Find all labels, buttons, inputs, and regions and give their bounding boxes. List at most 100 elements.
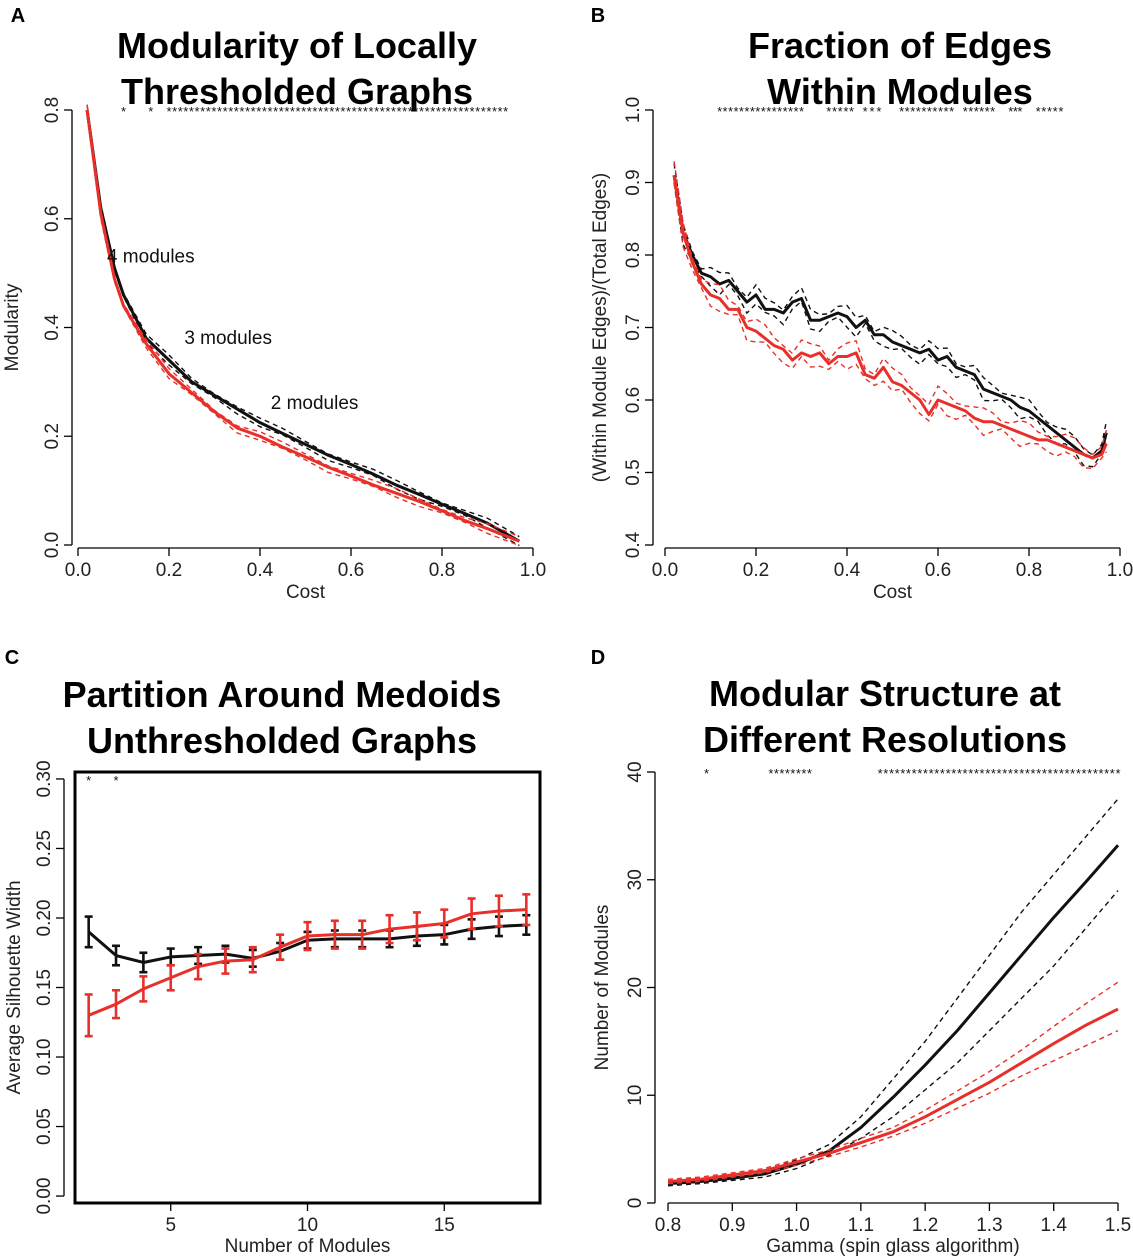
data-point-red [837,355,839,357]
data-point-black [800,297,802,299]
data-point-red [737,308,739,310]
y-tick-label: 0.5 [623,459,644,485]
data-point-black [882,334,884,336]
x-tick-label: 0.8 [655,1215,681,1236]
data-point-red [699,1178,701,1180]
data-point-black [764,308,766,310]
data-point-red [122,305,124,307]
chart-title-line: Thresholded Graphs [121,71,473,112]
data-point-black [737,290,739,292]
significance-star: * [826,104,831,119]
data-point-black [191,381,193,383]
confidence-band-lower-red [673,183,1107,470]
data-point-red [525,908,527,910]
significance-star: * [878,766,883,781]
data-point-red [170,977,172,979]
data-point-black [900,344,902,346]
confidence-band-upper-black [673,163,1108,457]
significance-star: * [189,104,194,119]
data-point-red [418,500,420,502]
data-point-red [334,933,336,935]
x-tick-label: 0.2 [156,560,182,581]
significance-star: * [256,104,261,119]
significance-star: * [876,104,881,119]
data-point-red [964,410,966,412]
confidence-band-lower-red [86,113,520,547]
x-tick-label: 1.5 [1105,1215,1131,1236]
significance-star: * [357,104,362,119]
y-tick-label: 20 [625,977,646,998]
data-point-red [691,261,693,263]
y-tick-label: 0.8 [42,97,63,123]
significance-star: * [352,104,357,119]
data-point-black [873,334,875,336]
data-point-red [1019,431,1021,433]
series-black [667,798,1120,1187]
data-point-black [1001,395,1003,397]
x-tick-label: 0.2 [743,560,769,581]
data-point-black [763,1173,765,1175]
significance-star: * [86,773,91,788]
data-point-red [673,174,675,176]
significance-star: * [788,104,793,119]
data-point-black [1019,406,1021,408]
x-tick-label: 10 [297,1215,318,1236]
annotation-label: 4 modules [107,246,195,267]
data-point-black [755,294,757,296]
significance-star: * [733,104,738,119]
significance-star: * [1014,766,1019,781]
series-red [85,104,520,547]
data-point-red [197,965,199,967]
significance-star: * [923,766,928,781]
data-point-red [828,1152,830,1154]
data-point-red [86,109,88,111]
significance-star: * [469,104,474,119]
significance-star: * [279,104,284,119]
significance-star: * [447,104,452,119]
significance-star: * [245,104,250,119]
significance-star: * [934,766,939,781]
data-point-black [1037,417,1039,419]
significance-star: * [251,104,256,119]
x-tick-label: 1.3 [976,1215,1002,1236]
data-point-black [122,294,124,296]
significance-star: * [963,766,968,781]
data-point-black [910,348,912,350]
significance-star: * [402,104,407,119]
data-point-red [373,484,375,486]
data-point-red [1073,450,1075,452]
significance-star: * [801,766,806,781]
data-point-black [373,473,375,475]
y-tick-label: 40 [625,761,646,782]
significance-star: * [267,104,272,119]
data-point-black [956,1029,958,1031]
significance-star: * [889,766,894,781]
y-axis-label: Number of Modules [592,905,613,1071]
y-tick-label: 0.00 [34,1178,55,1215]
data-point-red [809,355,811,357]
data-point-red [846,355,848,357]
data-point-red [1105,442,1107,444]
data-point-red [464,519,466,521]
significance-star: * [951,766,956,781]
data-point-black [864,319,866,321]
significance-star: * [799,104,804,119]
y-tick-label: 0.4 [623,531,644,558]
data-point-red [191,392,193,394]
data-point-red [988,1081,990,1083]
data-point-black [973,373,975,375]
series-line-black [667,844,1120,1186]
significance-star: * [503,104,508,119]
data-point-red [864,373,866,375]
x-tick-label: 1.1 [848,1215,874,1236]
data-point-black [1073,446,1075,448]
significance-star: * [1047,104,1052,119]
series-line-red [85,109,520,543]
data-point-red [667,1180,669,1182]
y-tick-label: 0.2 [42,423,63,449]
data-point-black [395,484,397,486]
significance-star: * [1008,766,1013,781]
significance-star: * [239,104,244,119]
data-point-red [791,359,793,361]
data-point-black [1064,439,1066,441]
